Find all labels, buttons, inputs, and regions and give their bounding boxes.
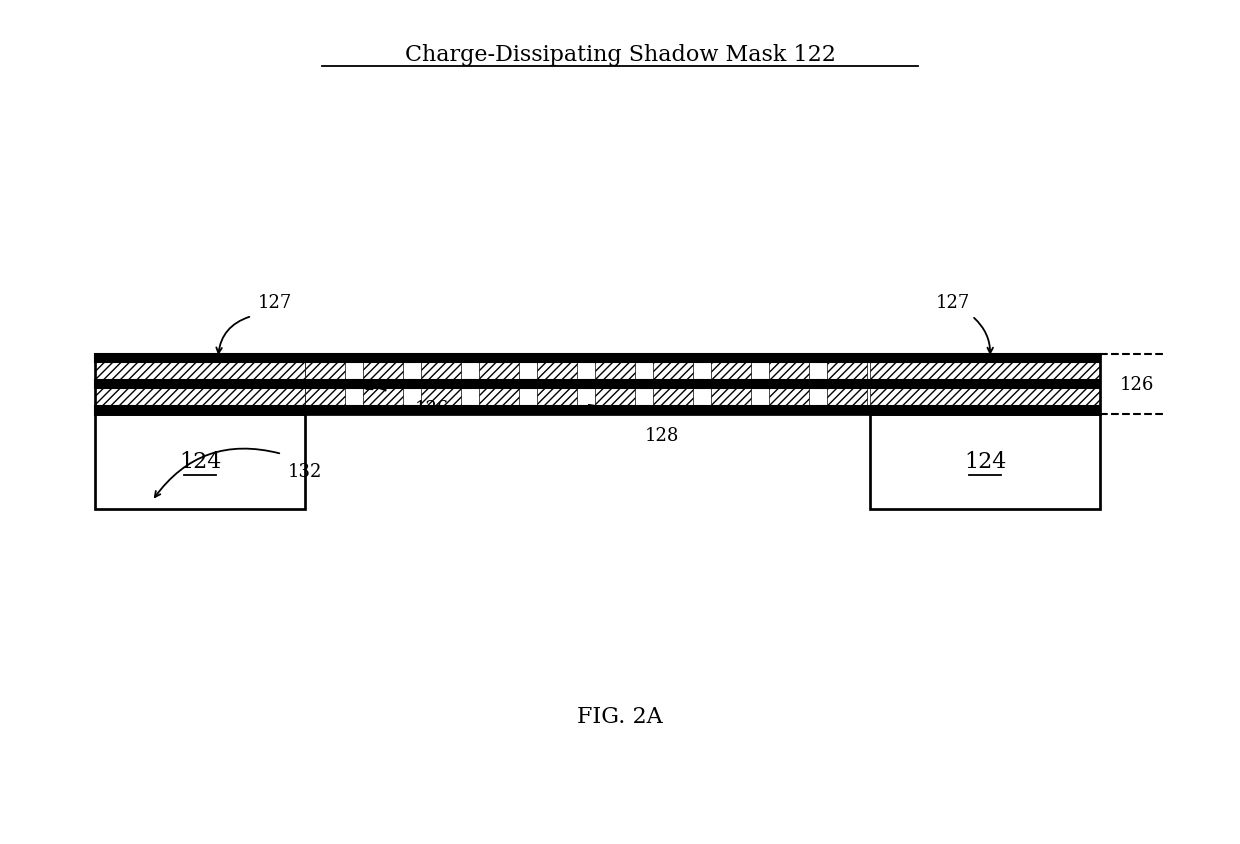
Bar <box>422 363 461 381</box>
Bar <box>363 363 403 381</box>
Bar <box>827 388 867 407</box>
Bar <box>305 363 345 381</box>
Bar <box>95 381 1100 388</box>
Bar <box>95 354 1100 363</box>
Bar <box>479 388 520 407</box>
Bar <box>653 363 693 381</box>
Bar <box>95 363 305 381</box>
Bar <box>95 354 305 363</box>
Text: 128: 128 <box>645 426 680 445</box>
Bar <box>595 363 635 381</box>
Bar <box>870 381 1100 388</box>
Bar <box>479 363 520 381</box>
Text: Charge-Dissipating Shadow Mask 122: Charge-Dissipating Shadow Mask 122 <box>404 44 836 66</box>
Text: 127: 127 <box>258 294 293 311</box>
Bar <box>711 363 751 381</box>
Bar <box>95 407 1100 414</box>
Text: 126: 126 <box>1120 376 1154 393</box>
Bar <box>95 414 305 510</box>
Bar <box>537 363 577 381</box>
Bar <box>653 388 693 407</box>
Bar <box>95 407 305 414</box>
Bar <box>870 407 1100 414</box>
Text: 124: 124 <box>179 451 221 473</box>
Bar <box>827 363 867 381</box>
Bar <box>870 363 1100 381</box>
Bar <box>870 388 1100 407</box>
Bar <box>95 381 305 388</box>
Text: 126: 126 <box>415 399 449 418</box>
Bar <box>95 388 305 407</box>
Text: FIG. 2A: FIG. 2A <box>577 706 663 728</box>
Bar <box>422 388 461 407</box>
Text: 127: 127 <box>936 294 970 311</box>
Bar <box>305 388 345 407</box>
Bar <box>870 354 1100 363</box>
Bar <box>363 388 403 407</box>
Text: 124: 124 <box>963 451 1006 473</box>
Bar <box>769 388 808 407</box>
Bar <box>711 388 751 407</box>
Text: 132: 132 <box>288 463 322 480</box>
Bar <box>870 414 1100 510</box>
Bar <box>537 388 577 407</box>
Bar <box>595 388 635 407</box>
Bar <box>769 363 808 381</box>
